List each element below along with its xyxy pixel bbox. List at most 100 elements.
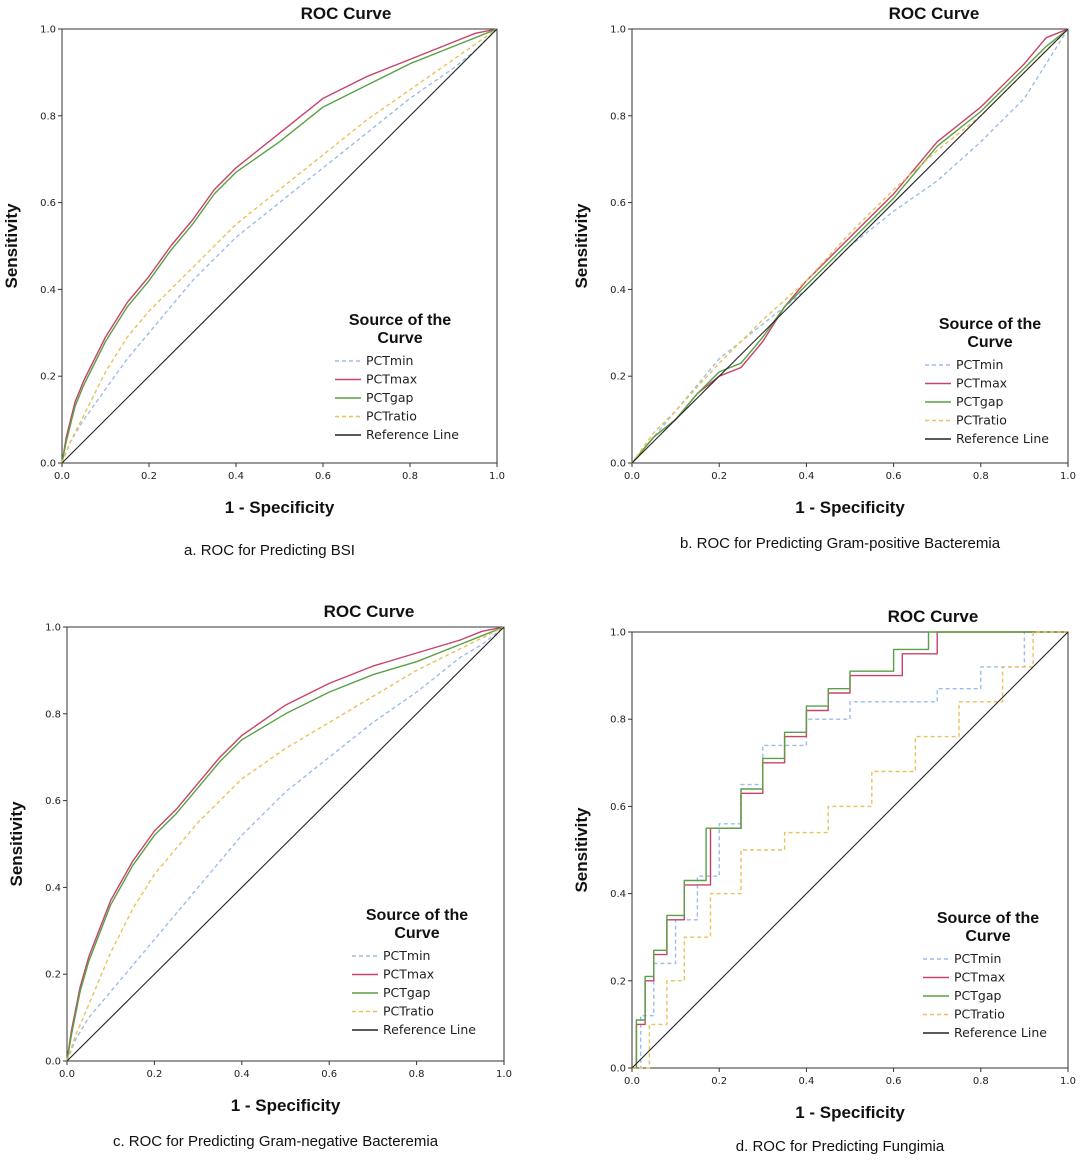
series-line-pctmin: [631, 28, 1069, 464]
series-line-pctmax: [66, 626, 505, 1062]
y-tick-label: 0.8: [610, 111, 626, 122]
y-tick-label: 1.0: [40, 25, 56, 36]
x-tick-label: 0.4: [228, 471, 244, 482]
series-line-pctgap: [61, 28, 498, 464]
y-tick-label: 0.8: [610, 715, 626, 726]
legend-label: PCTgap: [954, 988, 1001, 1003]
x-tick-label: 0.0: [54, 471, 70, 482]
y-tick-label: 1.0: [610, 628, 626, 639]
roc-panel-1: ROC Curve 0.0 0.2 0.4 0.6 0.8 1.0 0.0 0.2 0.4 0.6 0…: [2, 4, 505, 559]
x-tick-label: 1.0: [489, 471, 505, 482]
series-line-pctratio: [632, 631, 1068, 1069]
legend-title: Source of the: [939, 316, 1041, 333]
y-tick-label: 1.0: [45, 623, 61, 634]
x-tick-label: 0.8: [402, 471, 418, 482]
chart-title: ROC Curve: [324, 602, 415, 621]
series-line-pctratio: [631, 28, 1069, 464]
legend-label: Reference Line: [383, 1022, 476, 1037]
y-tick-label: 0.4: [610, 889, 626, 900]
x-tick-label: 0.2: [146, 1069, 162, 1080]
x-tick-label: 1.0: [1060, 471, 1076, 482]
legend-label: PCTratio: [366, 409, 417, 424]
x-tick-label: 1.0: [496, 1069, 512, 1080]
series-line-pctgap: [66, 626, 505, 1062]
y-tick-label: 1.0: [610, 25, 626, 36]
legend-label: PCTmin: [366, 353, 413, 368]
legend-label: Reference Line: [956, 431, 1049, 446]
legend-title: Source of the: [349, 312, 451, 329]
series-line-reference-line: [66, 626, 505, 1062]
y-tick-label: 0.6: [610, 802, 626, 813]
series-line-pctratio: [61, 28, 498, 464]
series-line-reference-line: [61, 28, 498, 464]
y-tick-label: 0.0: [610, 1064, 626, 1075]
y-tick-label: 0.0: [45, 1057, 61, 1068]
roc-panel-4: ROC Curve 0.0 0.2 0.4 0.6 0.8 1.0 0.0 0.2 0.4 0.6 0…: [572, 607, 1076, 1155]
panel-caption: a. ROC for Predicting BSI: [184, 542, 355, 559]
y-tick-label: 0.2: [40, 372, 56, 383]
x-tick-label: 0.2: [711, 471, 727, 482]
x-tick-label: 0.0: [624, 1076, 640, 1087]
series-line-pctratio: [66, 626, 505, 1062]
y-axis-label: Sensitivity: [572, 807, 591, 893]
x-tick-label: 0.4: [798, 1076, 814, 1087]
legend-title: Curve: [967, 334, 1012, 351]
y-tick-label: 0.4: [40, 285, 56, 296]
legend-label: PCTmin: [956, 357, 1003, 372]
legend-title: Source of the: [366, 907, 468, 924]
x-tick-label: 0.6: [315, 471, 331, 482]
x-tick-label: 1.0: [1060, 1076, 1076, 1087]
legend-title: Curve: [377, 330, 422, 347]
y-tick-label: 0.6: [610, 198, 626, 209]
series-line-pctmax: [632, 631, 1068, 1069]
x-tick-label: 0.8: [973, 1076, 989, 1087]
chart-title: ROC Curve: [888, 607, 979, 626]
chart-title: ROC Curve: [889, 4, 980, 23]
y-tick-label: 0.8: [40, 111, 56, 122]
x-axis-label: 1 - Specificity: [225, 498, 335, 517]
legend-label: PCTmin: [383, 948, 430, 963]
y-tick-label: 0.0: [610, 459, 626, 470]
roc-panel-2: ROC Curve 0.0 0.2 0.4 0.6 0.8 1.0 0.0 0.2 0.4 0.6 0…: [572, 4, 1076, 552]
x-tick-label: 0.8: [409, 1069, 425, 1080]
legend-label: PCTgap: [956, 394, 1003, 409]
legend-label: PCTmax: [366, 372, 417, 387]
x-tick-label: 0.4: [234, 1069, 250, 1080]
y-tick-label: 0.4: [610, 285, 626, 296]
x-tick-label: 0.0: [624, 471, 640, 482]
legend-label: PCTratio: [954, 1007, 1005, 1022]
y-tick-label: 0.2: [610, 976, 626, 987]
legend-label: PCTmin: [954, 951, 1001, 966]
series-line-reference-line: [631, 631, 1069, 1069]
y-axis-label: Sensitivity: [2, 203, 21, 289]
roc-panel-3: ROC Curve 0.0 0.2 0.4 0.6 0.8 1.0 0.0 0.2 0.4 0.6 0…: [7, 602, 512, 1150]
legend-label: PCTgap: [383, 985, 430, 1000]
y-tick-label: 0.6: [40, 198, 56, 209]
legend-label: PCTratio: [956, 413, 1007, 428]
legend-label: Reference Line: [366, 427, 459, 442]
x-tick-label: 0.2: [711, 1076, 727, 1087]
x-axis-label: 1 - Specificity: [795, 498, 905, 517]
x-tick-label: 0.8: [973, 471, 989, 482]
series-line-pctmax: [61, 28, 498, 464]
x-tick-label: 0.4: [798, 471, 814, 482]
panel-caption: b. ROC for Predicting Gram-positive Bact…: [680, 535, 1001, 552]
y-tick-label: 0.0: [40, 459, 56, 470]
y-axis-label: Sensitivity: [572, 203, 591, 289]
legend-label: PCTratio: [383, 1004, 434, 1019]
series-line-reference-line: [631, 28, 1069, 464]
panel-caption: c. ROC for Predicting Gram-negative Bact…: [113, 1133, 439, 1150]
legend-title: Source of the: [937, 910, 1039, 927]
series-line-pctgap: [632, 631, 1068, 1069]
legend-label: PCTgap: [366, 390, 413, 405]
x-tick-label: 0.2: [141, 471, 157, 482]
x-tick-label: 0.6: [886, 471, 902, 482]
legend-label: Reference Line: [954, 1025, 1047, 1040]
legend-label: PCTmax: [383, 967, 434, 982]
y-tick-label: 0.2: [610, 372, 626, 383]
y-tick-label: 0.6: [45, 796, 61, 807]
